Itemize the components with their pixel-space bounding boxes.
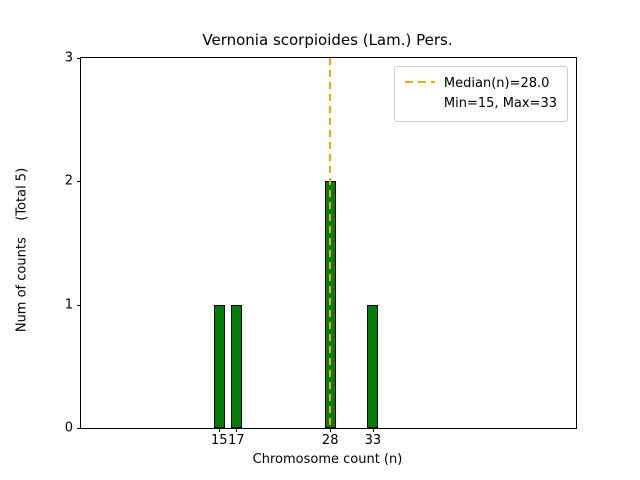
x-tick-label: 15	[210, 433, 228, 448]
y-tick-mark	[77, 181, 81, 183]
x-tick-mark	[236, 428, 238, 432]
legend-entry-min-max: Min=15, Max=33	[443, 96, 557, 111]
legend-row: Median(n)=28.0 Min=15, Max=33	[404, 74, 557, 114]
chart-title: Vernonia scorpioides (Lam.) Pers.	[202, 31, 453, 49]
y-tick-mark	[77, 428, 81, 429]
x-tick-mark	[330, 428, 332, 432]
median-line-legend-sample-icon	[404, 81, 435, 83]
median-line	[329, 58, 332, 428]
bar	[230, 304, 242, 428]
legend-text: Median(n)=28.0 Min=15, Max=33	[444, 74, 557, 114]
y-axis-label: Num of counts (Total 5)	[14, 167, 30, 333]
y-tick-label: 2	[64, 173, 73, 189]
y-tick-label: 1	[64, 297, 73, 313]
x-tick-mark	[219, 428, 221, 432]
y-tick-label: 3	[64, 50, 73, 66]
x-tick-label: 33	[364, 433, 382, 448]
legend: Median(n)=28.0 Min=15, Max=33	[393, 66, 568, 122]
y-tick-mark	[77, 58, 81, 59]
legend-entry-median: Median(n)=28.0	[443, 76, 550, 91]
x-tick-mark	[372, 428, 374, 432]
bar	[367, 304, 379, 428]
x-tick-label: 17	[228, 433, 245, 448]
y-tick-label: 0	[64, 420, 73, 436]
x-axis-label: Chromosome count (n)	[252, 452, 403, 467]
x-tick-label: 28	[321, 433, 339, 448]
plot-area: Median(n)=28.0 Min=15, Max=33 15 17 28 33 0 1…	[65, 52, 577, 447]
bar	[213, 304, 225, 428]
y-tick-mark	[77, 304, 81, 306]
